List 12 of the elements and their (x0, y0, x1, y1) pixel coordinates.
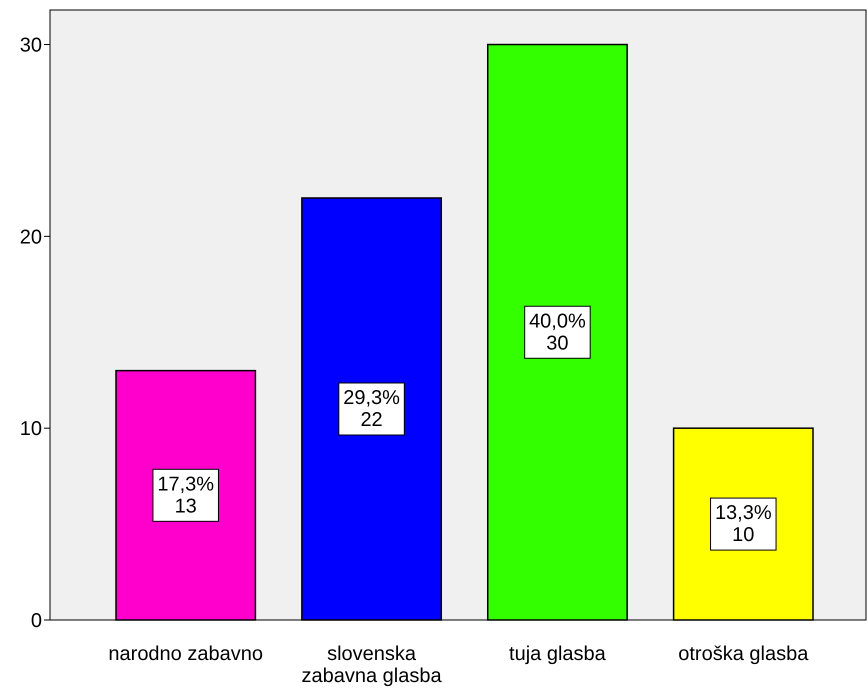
x-tick-label: narodno zabavno (108, 643, 263, 665)
data-label: 13,3% 10 (714, 502, 772, 546)
y-tick-label: 30 (20, 34, 42, 57)
x-tick-label: tuja glasba (509, 643, 607, 665)
y-tick-label: 10 (20, 418, 42, 440)
data-label: 40,0% 30 (529, 310, 586, 354)
data-label: 29,3% 22 (343, 386, 400, 431)
x-tick-label: slovenska zabavna glasba (302, 643, 442, 687)
y-tick-label: 20 (20, 226, 42, 248)
data-label: 17,3% 13 (157, 473, 214, 518)
x-tick-label: otroška glasba (678, 643, 810, 665)
y-tick-label: 0 (30, 610, 42, 632)
